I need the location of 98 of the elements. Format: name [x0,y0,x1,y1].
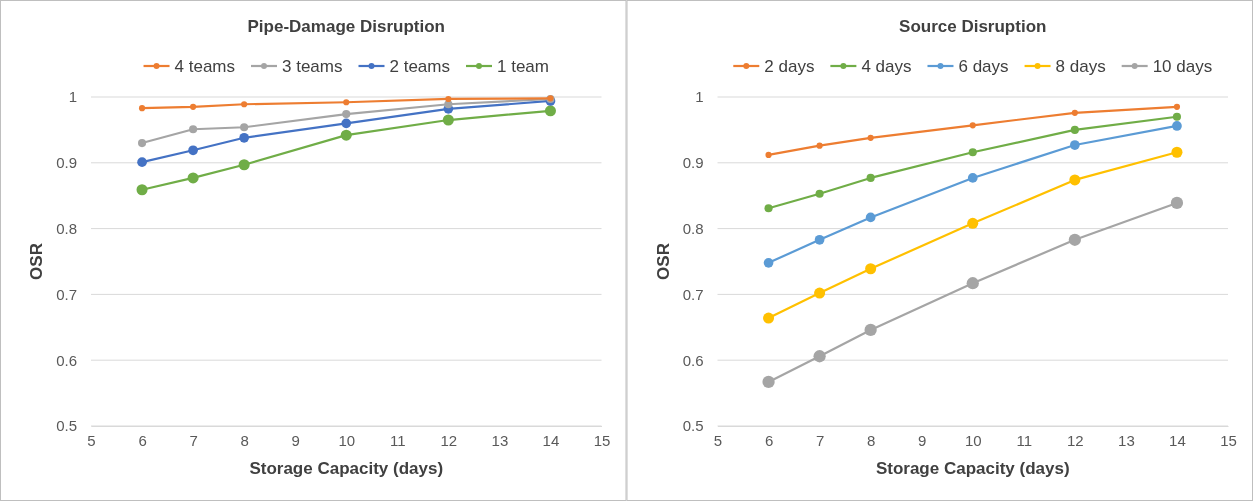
x-tick-label: 13 [1118,431,1135,449]
legend-label: 4 days [861,57,912,76]
x-tick-label: 8 [866,431,876,449]
point [187,172,199,184]
point [967,217,979,229]
x-tick-label: 13 [491,431,509,449]
x-tick-label: 5 [713,431,723,449]
point [342,110,351,119]
x-axis-title: Storage Capacity (days) [249,459,444,478]
point [1173,103,1181,110]
point [136,184,148,196]
y-tick-label: 0.7 [682,285,704,303]
point [762,375,775,389]
y-tick-label: 0.5 [56,417,77,435]
point [866,173,875,182]
point [1071,109,1078,116]
y-tick-label: 0.8 [56,219,77,237]
point [867,134,874,141]
point [816,142,823,149]
point [763,312,775,324]
point [239,132,249,143]
x-tick-label: 10 [338,431,356,449]
point [1070,140,1080,150]
point [968,148,977,157]
y-tick-label: 1 [68,88,77,106]
x-tick-label: 12 [440,431,458,449]
x-tick-label: 8 [240,431,249,449]
legend-label: 1 team [496,57,549,76]
point [865,263,877,275]
y-tick-label: 0.6 [682,351,704,369]
x-tick-label: 11 [1016,431,1033,449]
point [1172,112,1182,121]
point [814,234,825,245]
y-tick-label: 0.6 [56,351,77,369]
point [1171,146,1183,158]
point [190,103,197,110]
point [445,95,452,103]
y-tick-label: 0.9 [56,154,77,172]
y-tick-label: 0.5 [682,417,704,435]
x-tick-label: 7 [189,431,198,449]
x-tick-label: 6 [764,431,774,449]
x-tick-label: 14 [542,431,560,449]
legend-label: 6 days [958,57,1009,76]
x-tick-label: 9 [918,431,927,449]
point [967,173,978,183]
point [814,287,826,299]
legend-label: 3 teams [282,57,343,76]
x-tick-label: 5 [87,431,96,449]
chart-title: Pipe-Damage Disruption [247,17,445,36]
x-axis-title: Storage Capacity (days) [875,459,1070,478]
point [966,277,979,290]
point [1172,121,1182,131]
point [241,101,248,108]
x-tick-label: 15 [593,431,611,449]
point [1068,233,1081,246]
x-tick-label: 6 [138,431,147,449]
point [340,129,352,141]
point [1069,174,1081,186]
y-tick-label: 0.8 [682,219,704,237]
point [864,323,877,337]
x-tick-label: 9 [291,431,300,449]
y-axis-title: OSR [27,243,46,280]
legend-label: 8 days [1055,57,1106,76]
point [137,157,147,167]
y-axis-title: OSR [653,243,673,280]
point [544,105,556,117]
point [1070,125,1079,134]
point [815,189,824,198]
point [189,125,198,134]
point [442,114,454,126]
point [138,105,146,112]
x-tick-label: 12 [1067,431,1084,449]
point [137,139,147,148]
legend-label: 2 days [764,57,815,76]
y-tick-label: 1 [695,88,704,106]
y-tick-label: 0.9 [682,154,704,172]
chart-title: Source Disruption [899,17,1047,36]
point [763,257,774,268]
point [238,159,250,171]
point [188,145,198,156]
x-tick-label: 15 [1220,431,1237,449]
point [341,118,352,129]
x-tick-label: 7 [815,431,825,449]
point [813,350,826,363]
legend-label: 4 teams [174,57,236,76]
point [240,123,249,132]
point [343,99,350,106]
x-tick-label: 11 [390,431,406,449]
point [1170,196,1184,210]
y-tick-label: 0.7 [56,285,77,303]
point [765,151,772,158]
x-tick-label: 14 [1169,431,1186,449]
legend-label: 2 teams [389,57,450,76]
point [764,204,773,213]
point [969,122,976,129]
point [865,212,876,223]
x-tick-label: 10 [964,431,982,449]
legend-label: 10 days [1152,57,1213,76]
